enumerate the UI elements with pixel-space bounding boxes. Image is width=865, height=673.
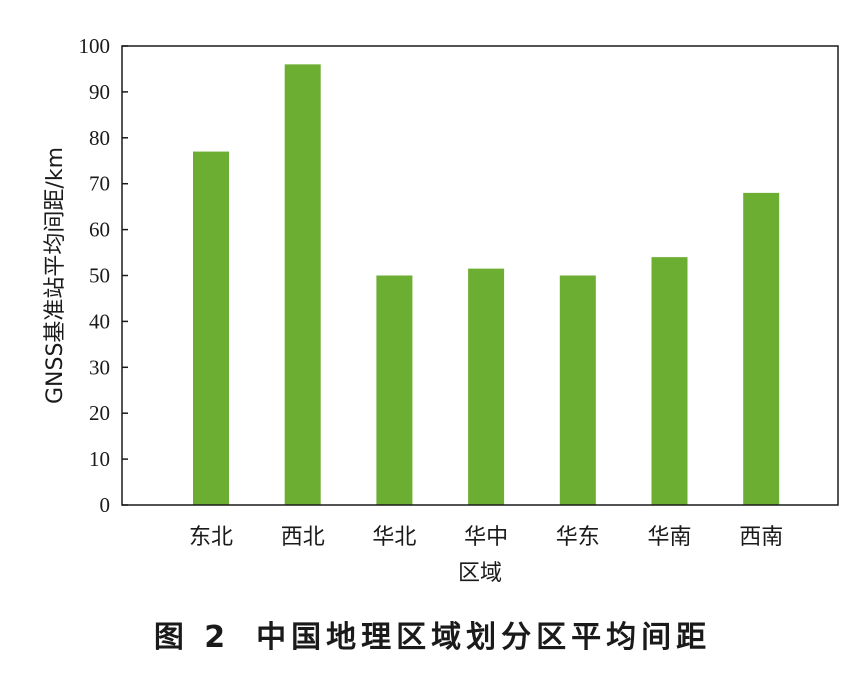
x-axis-title: 区域 (458, 561, 502, 586)
y-tick-label: 40 (89, 309, 110, 333)
x-category-label: 西北 (281, 525, 325, 550)
y-tick-label: 60 (89, 218, 110, 242)
x-category-label: 东北 (189, 525, 233, 550)
x-category-label: 华北 (372, 525, 416, 550)
y-tick-label: 0 (100, 493, 111, 517)
y-tick-label: 100 (79, 34, 111, 58)
bar (468, 268, 505, 505)
bars-group (193, 64, 780, 506)
x-category-label: 华南 (647, 525, 691, 550)
x-category-label: 华东 (556, 525, 600, 550)
bar (743, 192, 780, 505)
figure-number: 图 2 (153, 620, 231, 655)
y-tick-label: 10 (89, 447, 110, 471)
y-tick-label: 50 (89, 264, 110, 288)
y-tick-label: 20 (89, 401, 110, 425)
x-axis-labels: 东北 西北 华北 华中 华东 华南 西南 (189, 525, 783, 550)
bar (559, 275, 596, 505)
y-tick-label: 80 (89, 126, 110, 150)
y-axis-ticks: 0 10 20 30 40 50 60 70 80 90 100 (79, 34, 128, 517)
bar-chart: 0 10 20 30 40 50 60 70 80 90 100 东北 西北 华北 华中 华东 华南 西南 GN… (43, 34, 839, 586)
bar (193, 151, 229, 505)
y-tick-label: 90 (89, 80, 110, 104)
x-category-label: 华中 (464, 525, 508, 550)
bar (284, 64, 321, 506)
y-axis-title: GNSS基准站平均间距/km (43, 147, 68, 404)
figure-caption: 图 2 中国地理区域划分区平均间距 (0, 612, 865, 656)
x-category-label: 西南 (739, 525, 783, 550)
y-tick-label: 70 (89, 172, 110, 196)
bar (651, 257, 688, 505)
bar (376, 275, 413, 505)
y-tick-label: 30 (89, 355, 110, 379)
figure-caption-text: 中国地理区域划分区平均间距 (256, 620, 712, 655)
